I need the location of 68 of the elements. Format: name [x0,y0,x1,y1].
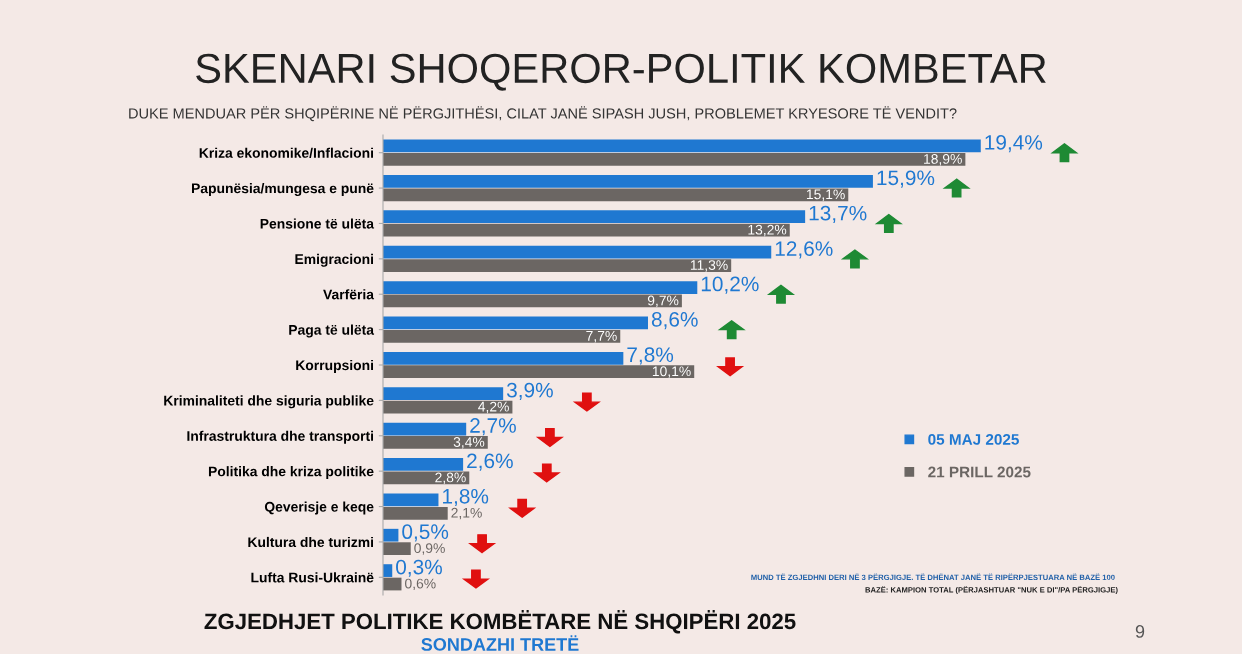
bar [383,281,698,294]
bar [383,458,464,471]
data-label: 11,3% [690,260,728,272]
data-label: 13,2% [748,224,787,237]
data-label: 19,4% [985,135,1043,153]
data-label: 3,9% [506,382,553,400]
y-tick-label: Infrastruktura dhe transporti [187,430,373,444]
y-tick-label: Korrupsioni [296,359,373,373]
data-label: 2,8% [435,472,466,484]
y-tick-label: Kriminaliteti dhe siguria publike [164,395,374,409]
data-label: 1,8% [443,488,489,507]
bar [383,436,488,449]
data-label: 15,1% [806,189,845,201]
y-tick-label: Varfëria [323,289,375,300]
data-label: 7,7% [586,331,617,343]
data-label: 18,9% [924,154,962,166]
y-tick-label: Emigracioni [295,253,373,267]
data-label: 4,2% [478,401,509,414]
bar [383,542,411,556]
y-tick-label: Lufta Rusi-Ukrainë [251,572,374,583]
data-label: 3,4% [453,437,485,449]
chart-title: SKENARI SHOQEROR-POLITIK KOMBETAR [196,53,1046,91]
bar [383,387,504,401]
data-label: 13,7% [809,205,867,224]
y-tick-label: Politika dhe kriza politike [208,466,374,480]
data-label: 9,7% [647,295,679,308]
data-label: 8,6% [651,311,698,330]
y-tick-label: Kultura dhe turizmi [248,536,373,548]
y-tick-label: Kriza ekonomike/Inflacioni [199,147,373,158]
bar [383,422,467,436]
bar [383,223,790,237]
text: SONDAZHI TRETË [421,635,579,651]
data-label: 0,3% [396,559,442,577]
data-label: 2,1% [451,507,482,520]
data-label: 0,9% [414,543,445,555]
y-tick-label: Pensione të ulëta [260,218,375,229]
bar [383,329,621,343]
text: 9 [1135,625,1145,638]
data-label: 12,6% [775,241,833,259]
text: ZGJEDHJET POLITIKE KOMBËTARE NË SHQIPËRI 2025 [204,610,796,634]
data-label: 7,8% [627,347,674,365]
y-tick-label: Paga të ulëta [289,324,375,338]
bar [383,174,873,188]
data-label: 0,5% [402,524,449,542]
bar [383,506,448,520]
data-label: 10,2% [701,276,759,294]
y-tick-label: Papunësia/mungesa e punë [191,183,374,197]
data-label: 0,6% [405,578,436,591]
bar [383,210,806,224]
bar [383,528,399,542]
bar [383,139,981,153]
bar [383,188,849,202]
bar [383,153,966,166]
y-tick-label: Qeverisje e keqe [264,501,374,515]
data-label: 15,9% [877,170,935,188]
bar [383,294,682,308]
bar [383,245,772,259]
bar [383,493,439,507]
legend-label: 21 PRILL 2025 [928,466,1031,478]
bar [383,316,648,330]
bar [383,365,695,379]
data-label: 2,6% [467,453,513,471]
data-label: 2,7% [470,418,516,436]
bar [383,259,732,272]
legend-label: 05 MAJ 2025 [928,433,1019,445]
bar [383,351,624,365]
data-label: 10,1% [652,366,691,378]
chart-subtitle: DUKE MENDUAR PËR SHQIPËRINE NË PËRGJITHËSI, CILAT JANË SIPASH JUSH, PROBLEMET KRYESORE TË VENDIT? [129,106,957,122]
